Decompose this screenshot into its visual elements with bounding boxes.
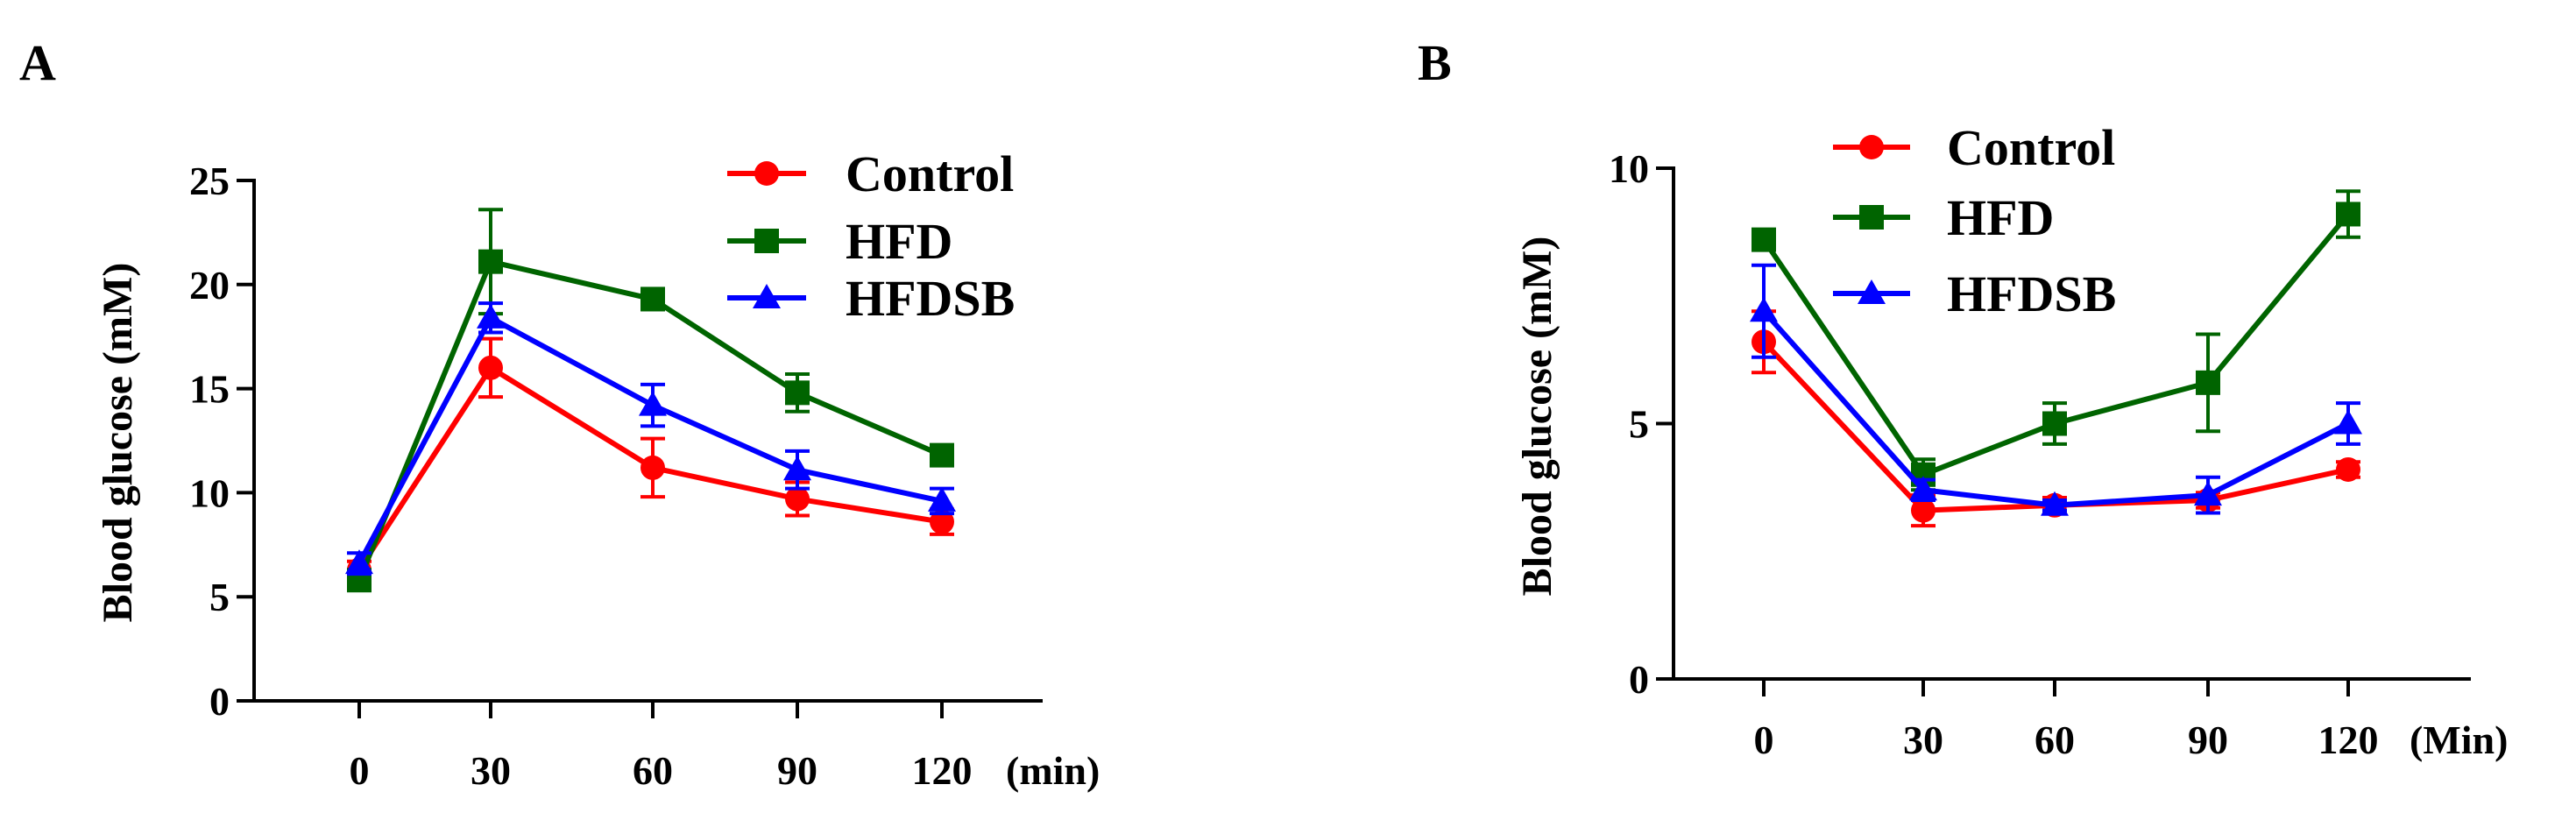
legend-item-control: Control bbox=[727, 145, 1014, 202]
marker-hfdsb-2 bbox=[639, 391, 667, 416]
legend-item-control: Control bbox=[1833, 119, 2115, 176]
marker-hfd-3 bbox=[785, 380, 810, 406]
series-hfd bbox=[347, 208, 954, 593]
panel-b-label: B bbox=[1418, 34, 1452, 91]
marker-hfdsb-3 bbox=[783, 456, 811, 481]
marker-hfdsb-1 bbox=[1909, 476, 1937, 501]
marker-control-1 bbox=[478, 355, 503, 380]
series-hfdsb bbox=[1750, 263, 2362, 516]
x-tick-label: 90 bbox=[777, 748, 817, 793]
x-tick-label: 30 bbox=[471, 748, 511, 793]
y-tick-label: 0 bbox=[209, 679, 230, 724]
legend-item-hfd: HFD bbox=[727, 213, 952, 270]
y-tick-label: 10 bbox=[1609, 146, 1649, 191]
marker-legend-hfdsb-2 bbox=[753, 284, 781, 308]
y-tick-label: 25 bbox=[189, 159, 230, 203]
y-axis-label: Blood glucose (mM) bbox=[1514, 237, 1560, 597]
marker-hfdsb-0 bbox=[345, 549, 373, 575]
x-axis-label: (min) bbox=[1006, 748, 1100, 793]
x-axis-label: (Min) bbox=[2410, 718, 2508, 762]
marker-control-2 bbox=[640, 455, 665, 480]
x-tick-label: 60 bbox=[633, 748, 673, 793]
marker-hfd-3 bbox=[2196, 370, 2220, 395]
marker-hfd-4 bbox=[2336, 201, 2360, 227]
legend-item-hfdsb: HFDSB bbox=[1833, 265, 2116, 322]
y-tick-label: 5 bbox=[209, 575, 230, 619]
y-tick-label: 10 bbox=[189, 470, 230, 515]
marker-hfd-2 bbox=[640, 286, 665, 312]
marker-hfd-4 bbox=[930, 442, 954, 468]
y-tick-label: 0 bbox=[1629, 657, 1649, 702]
legend-label: HFDSB bbox=[1947, 265, 2116, 322]
legend-label: Control bbox=[846, 145, 1014, 202]
marker-control-3 bbox=[785, 486, 810, 512]
y-tick-label: 15 bbox=[189, 367, 230, 412]
marker-hfdsb-2 bbox=[2041, 491, 2069, 516]
marker-control-4 bbox=[930, 509, 954, 534]
x-tick-label: 30 bbox=[1903, 718, 1943, 762]
marker-hfdsb-1 bbox=[477, 303, 505, 329]
marker-legend-hfdsb-2 bbox=[1858, 279, 1886, 304]
series-hfd bbox=[1752, 189, 2360, 492]
chart-panel-b: 0 5 10 0 30 60 90 120 (Min) Blood glucose (mM) Con… bbox=[1514, 119, 2508, 762]
x-tick-label: 120 bbox=[2318, 718, 2379, 762]
x-tick-label: 60 bbox=[2035, 718, 2075, 762]
y-tick-label: 20 bbox=[189, 263, 230, 308]
x-tick-label: 90 bbox=[2188, 718, 2228, 762]
y-tick-label: 5 bbox=[1629, 402, 1649, 447]
legend-label: Control bbox=[1947, 119, 2115, 176]
marker-hfd-1 bbox=[478, 249, 503, 274]
marker-hfdsb-3 bbox=[2194, 481, 2222, 506]
marker-hfd-0 bbox=[1752, 227, 1776, 252]
x-tick-label: 0 bbox=[1754, 718, 1774, 762]
marker-legend-control-0 bbox=[1859, 135, 1884, 159]
legend-item-hfdsb: HFDSB bbox=[727, 270, 1015, 327]
x-tick-label: 120 bbox=[912, 748, 973, 793]
series-line-hfdsb bbox=[357, 315, 943, 565]
legend-label: HFDSB bbox=[846, 270, 1015, 327]
marker-hfdsb-4 bbox=[928, 486, 956, 512]
legend-label: HFD bbox=[1947, 189, 2054, 246]
legend-label: HFD bbox=[846, 213, 952, 270]
marker-legend-hfd-1 bbox=[754, 229, 779, 253]
series-hfdsb bbox=[345, 301, 956, 576]
y-axis-label: Blood glucose (mM) bbox=[95, 263, 141, 623]
chart-panel-a: 0 5 10 15 20 25 0 30 60 90 120 (min) Blood glucose (… bbox=[95, 145, 1100, 793]
marker-hfd-2 bbox=[2042, 411, 2067, 436]
marker-legend-hfd-1 bbox=[1859, 205, 1884, 230]
panel-a-label: A bbox=[19, 34, 56, 91]
marker-hfdsb-4 bbox=[2334, 409, 2362, 435]
x-tick-label: 0 bbox=[350, 748, 370, 793]
marker-hfdsb-0 bbox=[1750, 297, 1778, 322]
marker-legend-control-0 bbox=[754, 161, 779, 186]
series-control bbox=[347, 336, 954, 583]
legend-item-hfd: HFD bbox=[1833, 189, 2054, 246]
marker-control-4 bbox=[2336, 456, 2360, 482]
marker-control-1 bbox=[1911, 498, 1936, 523]
